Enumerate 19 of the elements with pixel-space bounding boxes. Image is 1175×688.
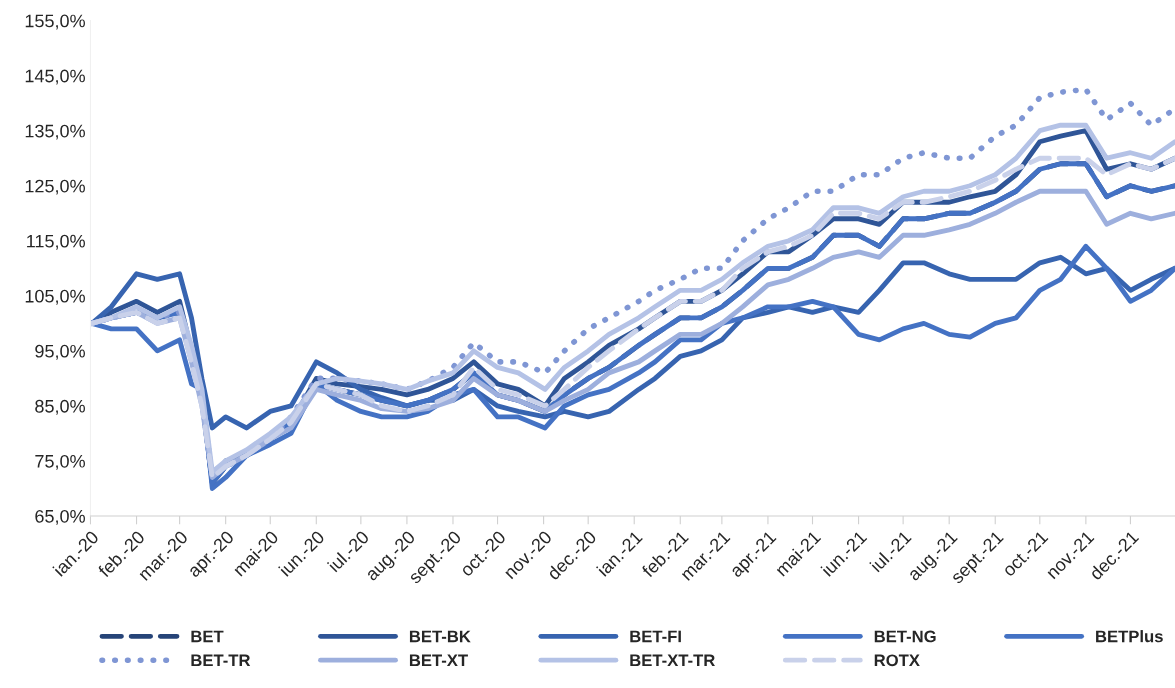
y-tick-label: 75,0%	[35, 454, 85, 470]
legend-label: BET-NG	[874, 630, 936, 643]
y-tick-label: 145,0%	[25, 69, 85, 85]
y-tick-label: 85,0%	[35, 399, 85, 415]
y-tick-label: 115,0%	[27, 234, 85, 250]
legend-label: ROTX	[874, 654, 920, 667]
y-tick-label: 125,0%	[25, 179, 85, 195]
y-tick-label: 135,0%	[25, 124, 85, 140]
y-tick-label: 95,0%	[35, 344, 85, 360]
legend-label: BET-XT-TR	[630, 654, 715, 667]
y-tick-label: 155,0%	[25, 14, 85, 30]
y-tick-label: 65,0%	[35, 509, 85, 525]
legend-label: BET-TR	[191, 654, 251, 667]
legend-label: BET-XT	[409, 654, 468, 667]
y-tick-label: 105,0%	[25, 289, 85, 305]
legend-label: BET-BK	[409, 630, 471, 643]
legend-label: BETPlus	[1096, 630, 1163, 643]
legend-label: BET-FI	[630, 630, 681, 643]
legend-label: BET	[191, 630, 224, 643]
